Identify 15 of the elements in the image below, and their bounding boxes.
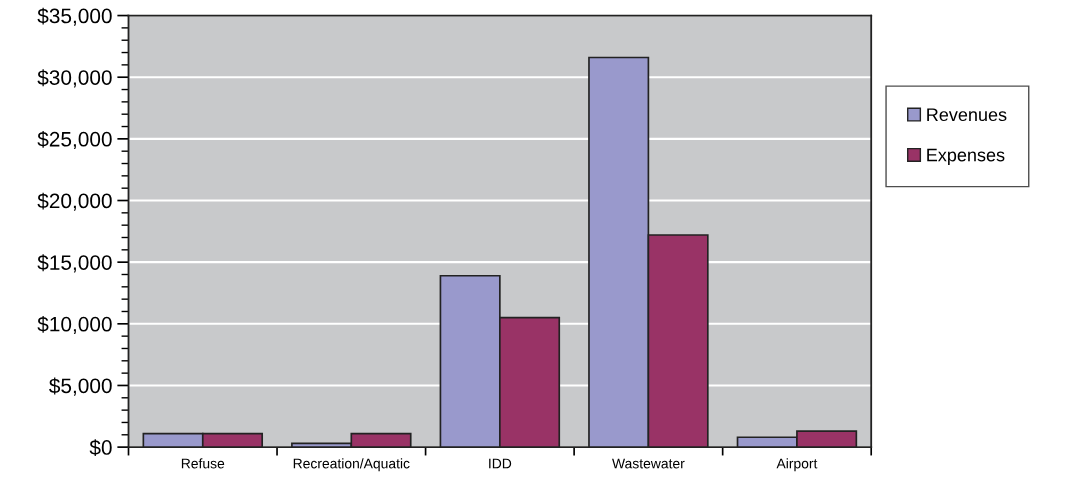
y-tick-label: $20,000 [37,192,112,211]
x-tick-label: Recreation/Aquatic [293,458,410,472]
x-tick-label: IDD [489,458,512,469]
y-tick-label: $10,000 [37,315,112,335]
legend-label: Expenses [927,148,1005,165]
y-tick-label: $5,000 [49,377,112,396]
y-tick-label: $15,000 [37,254,112,273]
x-tick-label: Refuse [181,458,225,469]
x-tick-label: Wastewater [612,458,685,469]
legend-label: Revenues [927,108,1007,122]
x-tick-label: Airport [776,458,818,472]
y-tick-label: $25,000 [37,130,112,150]
y-tick-label: $30,000 [37,69,112,88]
y-tick-label: $0 [89,439,112,457]
y-tick-label: $35,000 [37,7,112,26]
